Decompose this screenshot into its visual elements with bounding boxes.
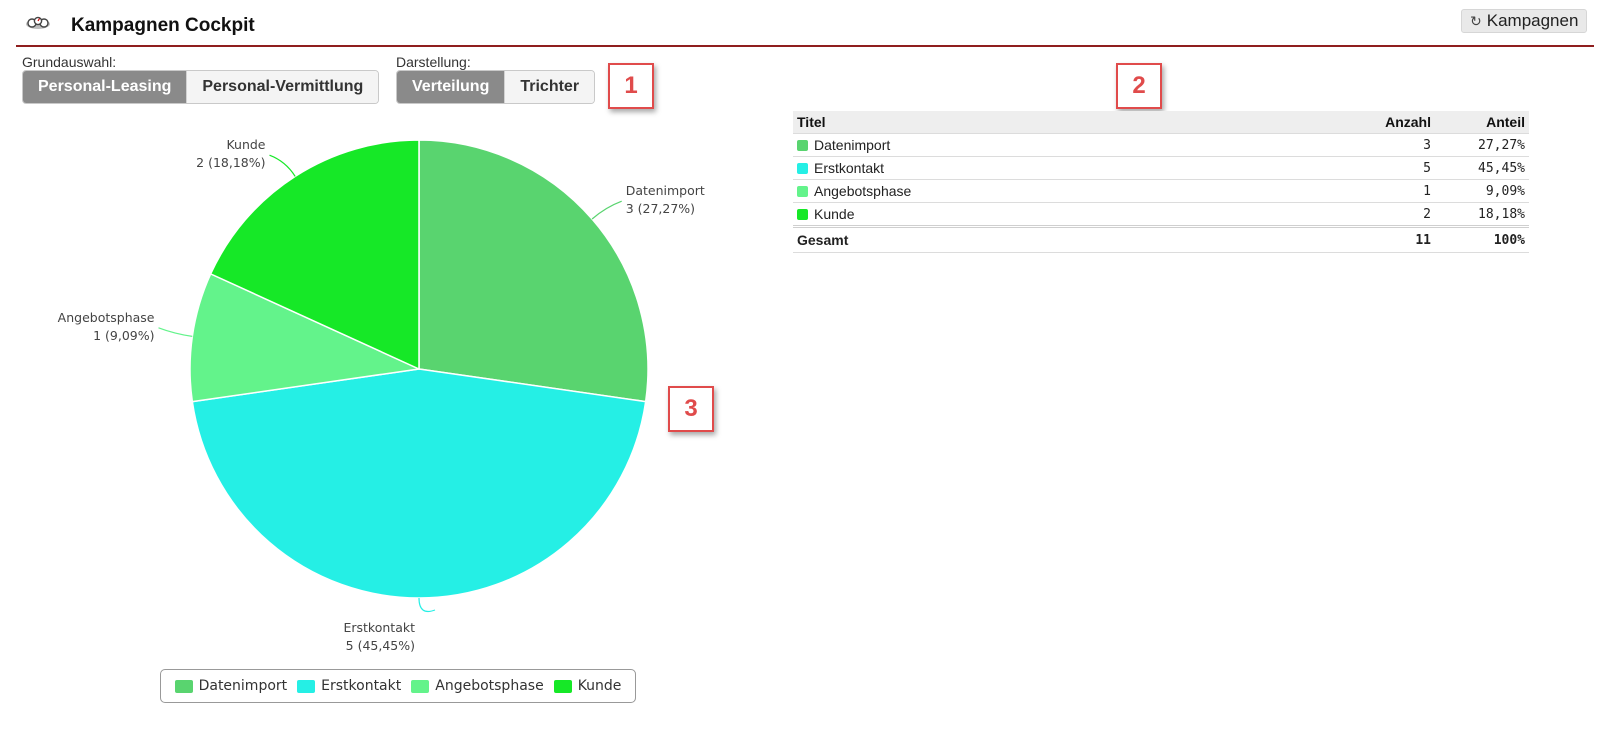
- pie-label-name-datenimport: Datenimport: [626, 183, 705, 198]
- page-title: Kampagnen Cockpit: [71, 15, 255, 36]
- legend-swatch: [174, 679, 193, 693]
- row-title-cell: Kunde: [793, 202, 1307, 227]
- pie-slice-angebotsphase[interactable]: [189, 272, 422, 403]
- total-title: Gesamt: [793, 225, 1307, 253]
- chart-legend: Datenimport Erstkontakt Angebotsphase Kunde: [160, 669, 636, 703]
- pie-label-value-erstkontakt: 5 (45,45%): [346, 638, 415, 653]
- row-title-cell: Angebotsphase: [793, 179, 1307, 203]
- display-label: Darstellung:: [396, 54, 471, 70]
- legend-label: Datenimport: [198, 678, 288, 694]
- row-title: Kunde: [814, 206, 855, 222]
- legend-item-erstkontakt[interactable]: Erstkontakt: [297, 678, 401, 694]
- pie-connector-kunde: [269, 154, 296, 177]
- column-header-share: Anteil: [1435, 111, 1529, 134]
- column-header-title: Titel: [793, 111, 1307, 134]
- legend-item-angebotsphase[interactable]: Angebotsphase: [411, 678, 544, 694]
- row-count: 2: [1307, 202, 1435, 227]
- campaigns-button-label: Kampagnen: [1486, 11, 1579, 30]
- row-title: Datenimport: [814, 137, 891, 153]
- distribution-pie-chart: Datenimport 3 (27,27%) Erstkontakt 5 (45,45…: [58, 137, 705, 653]
- legend-label: Erstkontakt: [321, 678, 402, 694]
- callout-marker-1: 1: [608, 63, 654, 109]
- row-count: 3: [1307, 133, 1435, 157]
- row-title-cell: Datenimport: [793, 133, 1307, 157]
- table-row: Erstkontakt 5 45,45%: [793, 156, 1529, 180]
- color-swatch: [797, 186, 808, 197]
- table-header-row: Titel Anzahl Anteil: [793, 111, 1529, 134]
- legend-label: Angebotsphase: [435, 678, 544, 694]
- table-row: Angebotsphase 1 9,09%: [793, 179, 1529, 203]
- row-title-cell: Erstkontakt: [793, 156, 1307, 180]
- pie-connector-angebotsphase: [158, 327, 193, 337]
- row-title: Erstkontakt: [814, 160, 885, 176]
- table-total-row: Gesamt 11 100%: [793, 225, 1529, 253]
- option-trichter[interactable]: Trichter: [504, 71, 595, 103]
- base-selection-label: Grundauswahl:: [22, 54, 117, 70]
- pie-label-name-angebotsphase: Angebotsphase: [58, 310, 155, 325]
- table-row: Datenimport 3 27,27%: [793, 133, 1529, 157]
- legend-label: Kunde: [577, 678, 622, 694]
- row-share: 18,18%: [1435, 202, 1529, 227]
- legend-swatch: [553, 679, 572, 693]
- callout-marker-3: 3: [668, 386, 714, 432]
- pie-label-value-datenimport: 3 (27,27%): [626, 201, 695, 216]
- row-count: 5: [1307, 156, 1435, 180]
- total-count: 11: [1307, 225, 1435, 253]
- color-swatch: [797, 209, 808, 220]
- pie-slice-erstkontakt[interactable]: [191, 368, 647, 599]
- option-verteilung[interactable]: Verteilung: [397, 71, 505, 103]
- speedometer-icon: [26, 16, 50, 29]
- option-personal-leasing[interactable]: Personal-Leasing: [23, 71, 187, 103]
- row-share: 9,09%: [1435, 179, 1529, 203]
- column-header-count: Anzahl: [1307, 111, 1435, 134]
- option-personal-vermittlung[interactable]: Personal-Vermittlung: [186, 71, 379, 103]
- pie-label-name-erstkontakt: Erstkontakt: [343, 620, 415, 635]
- pie-slice-datenimport[interactable]: [418, 139, 649, 403]
- row-title: Angebotsphase: [814, 183, 912, 199]
- total-share: 100%: [1435, 225, 1529, 253]
- pie-connector-erstkontakt: [418, 597, 436, 613]
- callout-marker-2: 2: [1116, 63, 1162, 109]
- pie-label-name-kunde: Kunde: [226, 137, 265, 152]
- row-share: 45,45%: [1435, 156, 1529, 180]
- distribution-table: Titel Anzahl Anteil Datenimport 3 27,27%…: [793, 111, 1529, 253]
- color-swatch: [797, 163, 808, 174]
- header-divider: [16, 45, 1594, 47]
- pie-connector-datenimport: [591, 200, 622, 220]
- display-toggle: Verteilung Trichter: [396, 70, 596, 104]
- row-count: 1: [1307, 179, 1435, 203]
- refresh-icon: ↻: [1470, 13, 1482, 29]
- header: Kampagnen Cockpit ↻ Kampagnen: [0, 0, 1599, 47]
- legend-item-kunde[interactable]: Kunde: [553, 678, 622, 694]
- pie-label-value-angebotsphase: 1 (9,09%): [93, 328, 154, 343]
- base-selection-toggle: Personal-Leasing Personal-Vermittlung: [22, 70, 380, 104]
- table-row: Kunde 2 18,18%: [793, 202, 1529, 227]
- color-swatch: [797, 140, 808, 151]
- row-share: 27,27%: [1435, 133, 1529, 157]
- legend-item-datenimport[interactable]: Datenimport: [174, 678, 288, 694]
- pie-label-value-kunde: 2 (18,18%): [196, 155, 265, 170]
- campaigns-button[interactable]: ↻ Kampagnen: [1461, 9, 1588, 33]
- legend-swatch: [411, 679, 430, 693]
- legend-swatch: [297, 679, 316, 693]
- pie-slice-kunde[interactable]: [209, 139, 420, 371]
